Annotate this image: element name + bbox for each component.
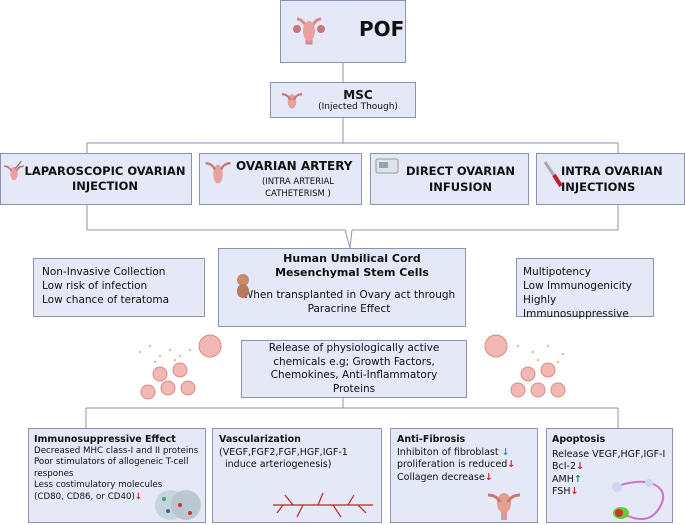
effect-line: (VEGF,FGF2,FGF,HGF,IGF-1 bbox=[219, 446, 348, 458]
uterus-icon bbox=[281, 93, 303, 109]
effect-immunosuppressive: Immunosuppressive Effect Decreased MHC c… bbox=[28, 428, 206, 523]
effect-title: Anti-Fibrosis bbox=[397, 434, 466, 445]
blood-vessels-icon bbox=[273, 492, 373, 518]
effect-vascularization: Vascularization (VEGF,FGF2,FGF,HGF,IGF-1… bbox=[212, 428, 382, 523]
effect-line: (CD80, CD86, or CD40) bbox=[34, 491, 135, 502]
immune-cells-icon bbox=[155, 490, 201, 520]
effect-title: Immunosuppressive Effect bbox=[34, 434, 176, 445]
effect-line: Decreased MHC class-I and II proteins bbox=[34, 445, 199, 456]
syringe-icon bbox=[543, 161, 563, 188]
fetus-icon bbox=[237, 274, 249, 298]
down-arrow-icon: ↓ bbox=[570, 486, 579, 497]
effect-line: Poor stimulators of allogeneic T-cell re… bbox=[34, 457, 189, 479]
property-item: Non-Invasive Collection bbox=[42, 266, 166, 278]
stem-cells-left-illustration bbox=[139, 334, 222, 400]
right-properties-box: Multipotency Low Immunogenicity Highly I… bbox=[516, 258, 654, 320]
msc-subtitle: (Injected Though) bbox=[318, 102, 398, 112]
down-arrow-icon: ↓ bbox=[507, 459, 516, 470]
center-title: Human Umbilical Cord Mesenchymal Stem Ce… bbox=[275, 252, 429, 279]
release-text: Release of physiologically active chemic… bbox=[268, 342, 440, 395]
route-title: LAPAROSCOPIC OVARIAN INJECTION bbox=[24, 164, 186, 193]
route-title: INTRA OVARIAN INJECTIONS bbox=[561, 164, 663, 194]
route-direct-infusion: DIRECT OVARIAN INFUSION bbox=[370, 153, 529, 205]
left-properties-box: Non-Invasive Collection Low risk of infe… bbox=[33, 258, 205, 317]
property-item: Low chance of teratoma bbox=[42, 294, 170, 306]
msc-box: MSC (Injected Though) bbox=[270, 82, 416, 118]
property-item: Low Immunogenicity bbox=[523, 280, 633, 292]
up-arrow-icon: ↑ bbox=[573, 473, 582, 485]
effect-line: Less costimulatory molecules bbox=[34, 480, 163, 490]
uterus-icon bbox=[205, 162, 231, 184]
down-arrow-icon: ↓ bbox=[501, 446, 510, 458]
release-box: Release of physiologically active chemic… bbox=[241, 340, 467, 398]
down-arrow-icon: ↓ bbox=[576, 461, 584, 472]
effect-line: FSH bbox=[552, 486, 571, 497]
route-laparoscopic: LAPAROSCOPIC OVARIAN INJECTION bbox=[0, 153, 192, 205]
uterus-icon bbox=[487, 493, 521, 520]
effect-title: Vascularization bbox=[219, 434, 301, 445]
center-box: Human Umbilical Cord Mesenchymal Stem Ce… bbox=[218, 248, 466, 327]
effect-apoptosis: Apoptosis Release VEGF,HGF,IGF-I BcI-2↓ … bbox=[546, 428, 673, 523]
follicle-cycle-icon bbox=[612, 479, 664, 520]
route-subtitle: (INTRA ARTERIAL CATHETERISM ) bbox=[261, 177, 335, 199]
effect-line: proliferation is reduced bbox=[397, 459, 508, 470]
effect-line: Inhibiton of fibroblast bbox=[397, 446, 499, 458]
effect-line: Collagen decrease bbox=[397, 471, 485, 483]
property-item: Low risk of infection bbox=[42, 280, 148, 292]
effect-anti-fibrosis: Anti-Fibrosis Inhibiton of fibroblast ↓ … bbox=[390, 428, 538, 523]
msc-title: MSC bbox=[343, 88, 373, 102]
stem-cells-right-illustration bbox=[484, 334, 566, 398]
down-arrow-icon: ↓ bbox=[484, 471, 493, 483]
down-arrow-icon: ↓ bbox=[134, 491, 143, 502]
route-title: OVARIAN ARTERY bbox=[236, 159, 353, 173]
effect-line: BcI-2 bbox=[552, 461, 577, 472]
center-body: When transplanted in Ovary act through P… bbox=[242, 289, 456, 315]
effect-line: Release VEGF,HGF,IGF-I bbox=[552, 448, 666, 460]
route-ovarian-artery: OVARIAN ARTERY (INTRA ARTERIAL CATHETERI… bbox=[199, 153, 362, 205]
uterus-icon bbox=[293, 17, 325, 45]
infusion-pump-icon bbox=[375, 158, 399, 174]
effect-line: induce arteriogenesis) bbox=[225, 459, 332, 470]
uterus-syringe-icon bbox=[4, 160, 24, 181]
pof-box: POF bbox=[280, 0, 406, 63]
property-item: Multipotency bbox=[523, 266, 591, 278]
route-intra-ovarian: INTRA OVARIAN INJECTIONS bbox=[536, 153, 685, 205]
property-item: Highly Immunosuppressive bbox=[523, 294, 629, 320]
effect-line: AMH bbox=[552, 473, 574, 485]
pof-title: POF bbox=[359, 17, 405, 41]
effect-title: Apoptosis bbox=[552, 434, 606, 445]
route-title: DIRECT OVARIAN INFUSION bbox=[406, 164, 515, 194]
